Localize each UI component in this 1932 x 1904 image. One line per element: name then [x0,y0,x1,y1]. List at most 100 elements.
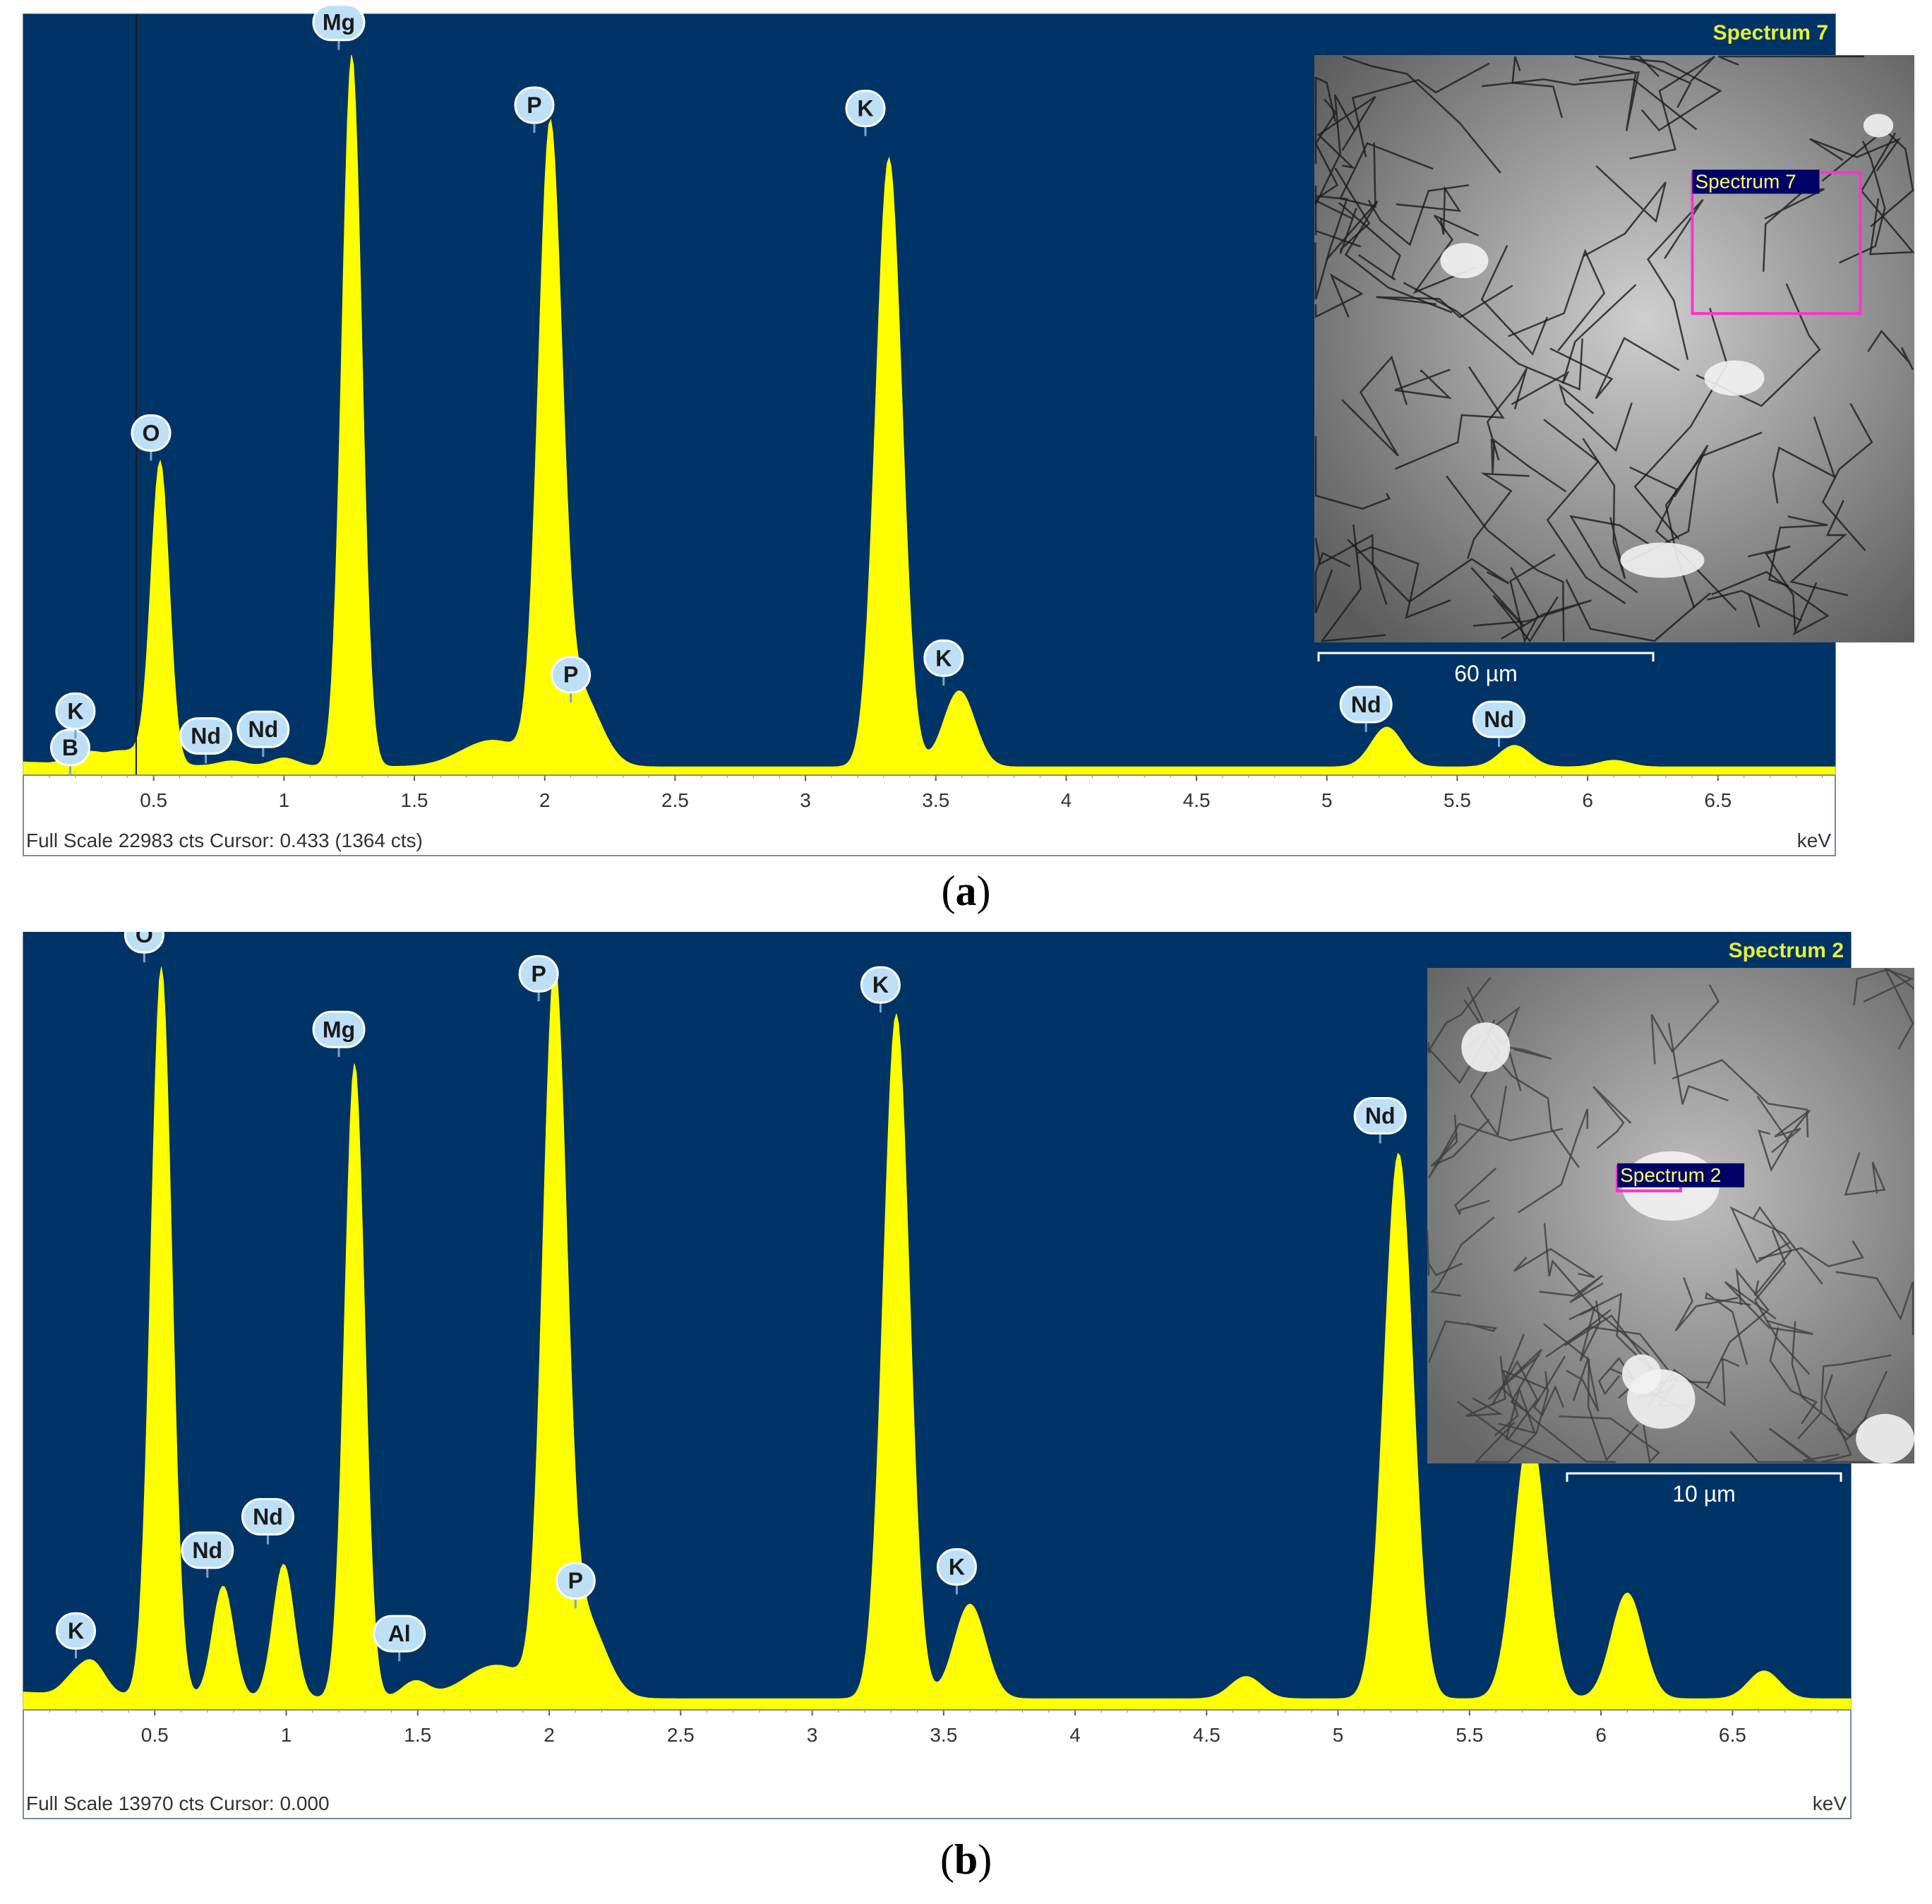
sem-texture-line [1718,55,1864,66]
sem-particle [1856,1413,1915,1463]
peak-label-nd[interactable]: Nd [1353,1097,1407,1144]
sem-texture-line [1592,1086,1632,1149]
sem-texture-line [1334,167,1371,254]
sem-texture-line [1506,1046,1552,1091]
sem-texture-line [1629,55,1692,108]
sem-texture-line [1768,515,1828,587]
peak-label-k[interactable]: K [55,692,96,739]
x-tick-label: 0.5 [141,1724,169,1746]
peak-label-mg[interactable]: Mg [312,1010,366,1058]
x-tick-label: 4.5 [1193,1724,1220,1746]
sem-texture-line [1863,967,1914,1050]
peak-label-text: Nd [248,717,278,742]
sem-texture-line [1674,1277,1739,1331]
peak-label-p[interactable]: P [518,954,559,1002]
sem-texture-line [1844,1151,1886,1196]
x-tick-label: 4 [1061,789,1072,811]
sem-texture-line [1769,1327,1818,1425]
peak-label-text: P [568,1568,583,1593]
sem-texture-line [1376,285,1513,319]
sem-texture-line [1356,546,1451,619]
sem-texture-line [1853,968,1914,1006]
peak-label-bubble [555,1562,596,1600]
peak-label-p[interactable]: P [555,1562,596,1609]
sem-texture-line [1629,466,1737,611]
sem-texture-line [1518,1108,1589,1214]
sem-texture-line [1314,436,1391,510]
peak-label-k[interactable]: K [56,1612,97,1659]
sem-texture-line [1543,1223,1650,1356]
x-tick-label: 6.5 [1704,789,1732,811]
sem-texture-line [1473,599,1592,640]
x-tick-label: 1 [279,789,290,811]
sem-texture-line [1629,55,1715,160]
sem-texture-line [1559,1415,1660,1464]
peak-label-mg[interactable]: Mg [312,4,366,50]
peak-label-o[interactable]: O [131,414,172,461]
sem-texture-line [1453,1167,1497,1215]
peak-label-bubble [936,1548,977,1586]
peak-label-bubble [131,414,172,452]
peak-label-p[interactable]: P [514,86,555,133]
sem-texture-line [1480,244,1549,357]
peak-label-bubble [55,692,96,730]
roi-label: Spectrum 7 [1696,170,1796,192]
sem-texture-line [1756,1096,1789,1173]
sem-texture-line [1696,283,1821,407]
peak-label-text: K [935,645,952,671]
peak-label-nd[interactable]: Nd [181,1531,234,1578]
roi-label: Spectrum 2 [1620,1164,1721,1186]
peak-label-nd[interactable]: Nd [241,1498,294,1545]
peak-label-p[interactable]: P [551,656,592,702]
peak-label-text: Nd [1351,692,1381,717]
sem-texture-line [1667,1023,1729,1105]
sem-texture-line [1486,368,1528,461]
peak-label-al[interactable]: Al [373,1615,426,1662]
peak-label-b[interactable]: B [49,729,90,775]
sem-texture-line [1427,1320,1498,1363]
sem-texture-line [1565,579,1711,642]
peak-label-k[interactable]: K [936,1548,977,1595]
sem-texture-line [1490,438,1567,493]
peak-label-bubble [56,1612,97,1650]
sem-texture-line [1821,402,1873,551]
sem-texture-line [1314,94,1356,205]
peak-label-text: K [67,698,83,724]
peak-label-text: Nd [1365,1103,1396,1129]
sem-texture-line [1481,78,1698,131]
peak-label-nd[interactable]: Nd [1472,700,1526,748]
peak-label-o[interactable]: O [124,932,164,963]
scale-bar [1317,652,1655,661]
peak-label-k[interactable]: K [845,90,886,136]
x-tick-label: 3.5 [922,789,949,811]
sem-texture-line [1470,567,1559,643]
sem-texture-line [1341,355,1408,457]
peak-label-nd[interactable]: Nd [236,710,290,758]
sem-texture-line [1466,472,1530,559]
sem-texture-line [1566,1355,1600,1412]
sem-texture-line [1582,438,1626,579]
scale-bar [1566,1472,1842,1482]
sem-texture-line [1532,1355,1566,1417]
peak-label-bubble [860,966,901,1004]
peak-label-text: P [527,92,541,118]
peak-label-bubble [1353,1097,1407,1135]
x-tick-label: 0.5 [140,789,167,811]
peak-label-k[interactable]: K [923,639,964,686]
x-tick-label: 6 [1595,1724,1607,1746]
sem-texture-line [1352,62,1490,157]
roi-label-bg [1692,169,1820,194]
peak-label-nd[interactable]: Nd [179,717,233,764]
spectrum-series [23,54,1836,776]
sem-texture-line [1789,500,1849,597]
x-tick-label: 6 [1582,789,1593,811]
peak-label-bubble [373,1615,426,1653]
sem-texture-line [1647,198,1704,360]
sem-texture-line [1367,184,1470,246]
peak-label-k[interactable]: K [860,966,901,1013]
sem-texture-line [1729,1430,1873,1463]
peak-label-nd[interactable]: Nd [1339,685,1393,732]
x-tick-label: 5 [1333,1724,1344,1746]
sem-particle [1440,243,1489,279]
sem-particle [1622,1354,1662,1394]
